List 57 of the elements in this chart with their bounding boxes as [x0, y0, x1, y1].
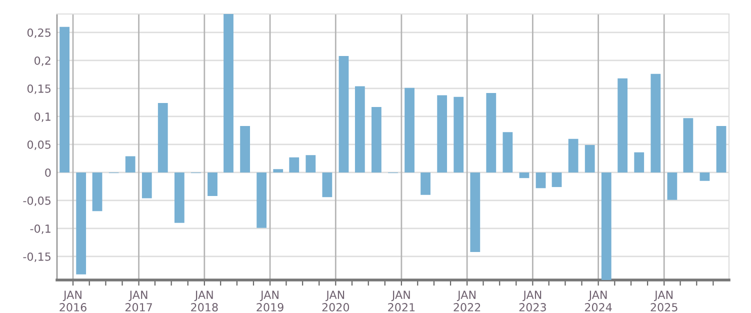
- bar: [683, 118, 694, 172]
- bar: [60, 26, 70, 172]
- bar: [208, 172, 218, 196]
- y-tick-label: -0,15: [23, 252, 50, 262]
- bar: [404, 88, 414, 172]
- bar: [354, 86, 365, 172]
- bar: [256, 172, 267, 228]
- bar: [306, 155, 316, 172]
- y-tick-label: -0,1: [30, 224, 50, 234]
- bar: [289, 157, 300, 172]
- bar: [470, 172, 480, 252]
- bar: [634, 152, 644, 172]
- bar: [420, 172, 430, 195]
- bar: [224, 14, 234, 172]
- y-tick-label: -0,05: [23, 196, 50, 206]
- y-tick-label: 0: [45, 168, 51, 177]
- bar: [584, 145, 595, 172]
- bar: [372, 106, 382, 172]
- bar: [650, 74, 661, 172]
- bar: [92, 172, 102, 212]
- x-tick-label: JAN 2023: [519, 290, 546, 312]
- bar: [142, 172, 152, 198]
- bar: [716, 126, 726, 172]
- bar: [437, 95, 448, 172]
- y-tick-label: 0,15: [27, 84, 50, 94]
- y-tick-label: 0,1: [34, 112, 50, 122]
- x-tick-label: JAN 2025: [650, 290, 678, 312]
- x-tick-label: JAN 2016: [60, 290, 86, 312]
- bar: [502, 132, 513, 172]
- bar: [174, 172, 184, 223]
- x-tick-label: JAN 2019: [256, 290, 284, 312]
- x-tick-label: JAN 2022: [454, 290, 480, 312]
- bar: [486, 92, 496, 172]
- bar: [552, 172, 562, 188]
- y-tick-label: 0,25: [27, 28, 50, 38]
- x-tick-label: JAN 2024: [584, 290, 612, 312]
- bar: [618, 78, 628, 172]
- x-tick-label: JAN 2018: [191, 290, 218, 312]
- bar: [76, 172, 86, 274]
- bar: [240, 126, 250, 172]
- x-tick-label: JAN 2021: [388, 290, 415, 312]
- y-tick-label: 0,2: [34, 56, 50, 66]
- bar: [700, 172, 710, 181]
- bar: [667, 172, 678, 200]
- bar: [322, 172, 332, 198]
- x-tick-label: JAN 2020: [322, 290, 350, 312]
- bar: [601, 172, 612, 280]
- x-tick-label: JAN 2017: [125, 290, 152, 312]
- bar: [338, 56, 349, 172]
- bar: [568, 138, 578, 172]
- bar: [454, 96, 464, 172]
- bar: [536, 172, 546, 188]
- bar: [125, 156, 136, 172]
- bar: [158, 103, 168, 172]
- y-tick-label: 0,05: [27, 140, 50, 150]
- bar: [273, 169, 284, 172]
- bar: [519, 172, 530, 178]
